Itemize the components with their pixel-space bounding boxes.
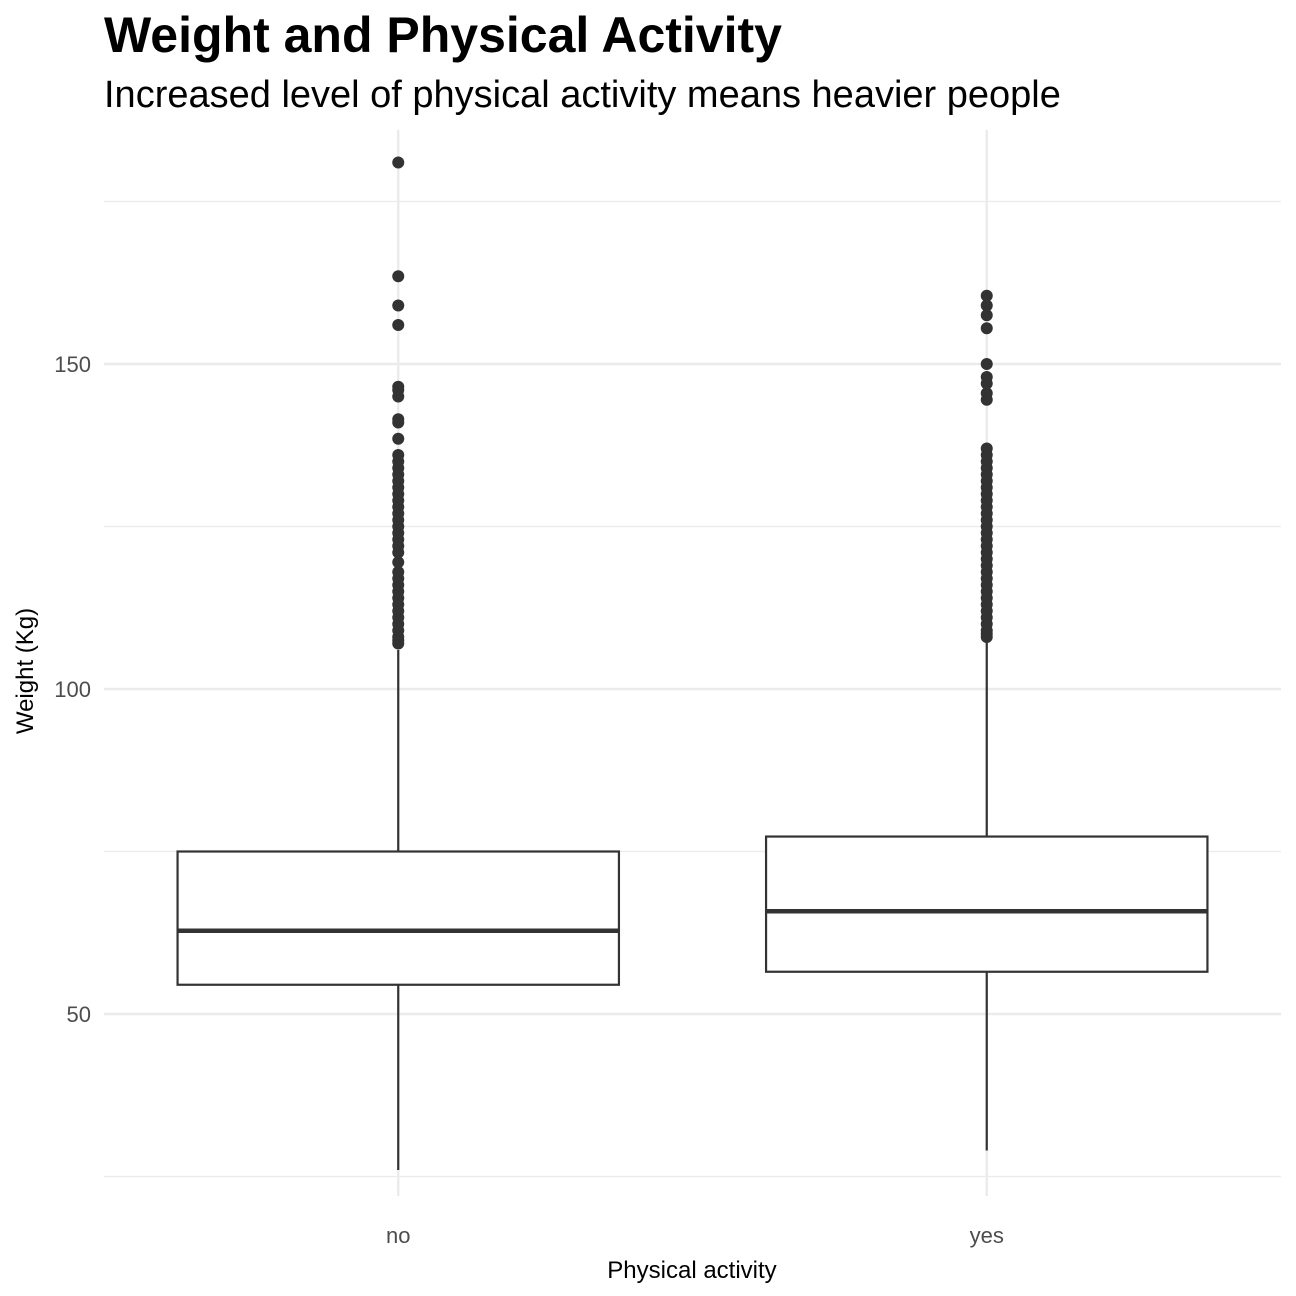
outlier-point [980,289,993,302]
boxes [176,156,1209,1170]
outlier-point [392,449,405,461]
outlier-point [392,556,405,569]
outlier-point [392,270,405,283]
x-axis-title: Physical activity [607,1257,776,1284]
outlier-point [392,413,405,426]
outlier-point [392,299,405,312]
box [764,835,1209,973]
x-tick-label: no [386,1223,410,1248]
outlier-point [980,387,993,400]
y-tick-label: 100 [54,677,91,702]
outlier-point [980,309,993,322]
outlier-point [392,432,405,445]
ticks: 50 100 150 no yes [54,352,1004,1248]
chart-subtitle: Increased level of physical activity mea… [104,74,1061,116]
outlier-point [980,322,993,335]
box [176,850,621,986]
x-tick-label: yes [970,1223,1004,1248]
outlier-point [392,156,405,169]
outlier-point [980,358,993,370]
y-tick-label: 50 [67,1002,91,1027]
chart-title: Weight and Physical Activity [104,7,782,63]
grid [104,130,1281,1196]
outlier-point [392,319,405,331]
y-tick-label: 150 [54,352,91,377]
outlier-point [392,566,405,578]
outlier-point [980,371,993,383]
outlier-point [392,380,405,393]
y-axis-title: Weight (Kg) [12,608,39,734]
outlier-point [980,299,993,312]
outlier-point [980,442,993,455]
